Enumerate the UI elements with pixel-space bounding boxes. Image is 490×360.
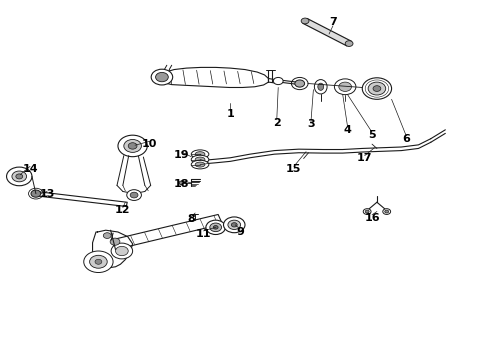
Text: 10: 10 xyxy=(142,139,157,149)
Text: 19: 19 xyxy=(173,150,189,160)
Circle shape xyxy=(151,69,172,85)
Circle shape xyxy=(295,80,305,87)
Polygon shape xyxy=(35,192,127,207)
Text: 4: 4 xyxy=(343,125,351,135)
Circle shape xyxy=(231,223,237,227)
Text: 14: 14 xyxy=(22,164,38,174)
Text: 1: 1 xyxy=(226,109,234,119)
Circle shape xyxy=(223,217,245,233)
Circle shape xyxy=(128,143,137,149)
Circle shape xyxy=(273,77,283,85)
Polygon shape xyxy=(93,230,133,268)
Circle shape xyxy=(373,86,381,91)
Ellipse shape xyxy=(195,152,205,157)
Circle shape xyxy=(228,220,241,229)
Text: 16: 16 xyxy=(364,213,380,222)
Circle shape xyxy=(130,192,138,198)
Ellipse shape xyxy=(191,150,209,158)
Text: 9: 9 xyxy=(236,227,244,237)
Text: 6: 6 xyxy=(402,134,410,144)
Ellipse shape xyxy=(318,83,324,90)
Ellipse shape xyxy=(334,79,356,95)
Circle shape xyxy=(179,181,184,185)
Circle shape xyxy=(118,135,147,157)
Ellipse shape xyxy=(301,18,309,24)
Circle shape xyxy=(206,220,225,234)
Text: 11: 11 xyxy=(196,229,211,239)
Circle shape xyxy=(127,190,142,201)
Text: 2: 2 xyxy=(273,118,281,128)
Text: 12: 12 xyxy=(115,206,131,216)
Circle shape xyxy=(385,210,389,213)
Text: 8: 8 xyxy=(187,215,195,224)
Text: 13: 13 xyxy=(39,189,55,199)
Ellipse shape xyxy=(345,41,353,46)
Text: 7: 7 xyxy=(329,17,337,27)
Text: 18: 18 xyxy=(174,179,189,189)
Circle shape xyxy=(103,233,111,238)
Polygon shape xyxy=(159,67,269,87)
Circle shape xyxy=(156,72,168,82)
Circle shape xyxy=(90,255,107,268)
Polygon shape xyxy=(111,215,222,249)
Circle shape xyxy=(383,209,391,215)
Ellipse shape xyxy=(195,157,205,162)
Circle shape xyxy=(365,210,369,213)
Ellipse shape xyxy=(191,155,209,164)
Ellipse shape xyxy=(315,80,327,94)
Text: 3: 3 xyxy=(307,120,315,129)
Ellipse shape xyxy=(191,160,209,169)
Circle shape xyxy=(16,174,23,179)
Circle shape xyxy=(12,171,26,182)
Circle shape xyxy=(210,223,221,231)
Circle shape xyxy=(31,190,41,197)
Circle shape xyxy=(363,209,371,215)
Circle shape xyxy=(362,78,392,99)
Ellipse shape xyxy=(195,162,205,167)
Circle shape xyxy=(95,259,102,264)
Ellipse shape xyxy=(339,82,351,91)
Circle shape xyxy=(124,139,142,152)
Polygon shape xyxy=(303,19,351,46)
Circle shape xyxy=(111,243,133,259)
Circle shape xyxy=(6,167,32,186)
Circle shape xyxy=(84,251,113,273)
Text: 17: 17 xyxy=(357,153,372,163)
Circle shape xyxy=(116,246,128,256)
Circle shape xyxy=(110,238,120,245)
Text: 15: 15 xyxy=(286,164,301,174)
Text: 5: 5 xyxy=(368,130,376,140)
Circle shape xyxy=(368,82,386,95)
Circle shape xyxy=(213,226,218,229)
